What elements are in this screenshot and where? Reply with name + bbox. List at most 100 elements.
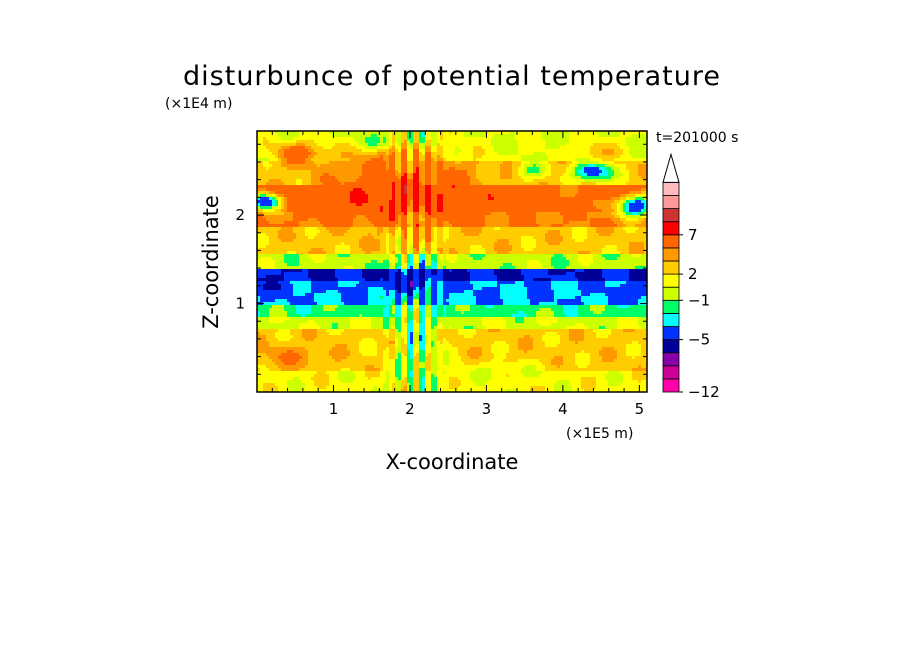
contour-cell — [362, 269, 366, 273]
contour-cell — [284, 143, 288, 147]
contour-cell — [281, 383, 285, 387]
contour-cell — [281, 146, 285, 150]
contour-cell — [365, 269, 369, 273]
contour-cell — [299, 329, 303, 333]
contour-cell — [413, 365, 417, 369]
contour-cell — [296, 269, 300, 273]
contour-cell — [413, 215, 417, 219]
contour-cell — [275, 284, 279, 288]
contour-cell — [392, 164, 396, 168]
contour-cell — [290, 269, 294, 273]
contour-cell — [359, 347, 363, 351]
contour-cell — [311, 197, 315, 201]
contour-cell — [272, 224, 276, 228]
contour-cell — [320, 383, 324, 387]
contour-cell — [425, 188, 429, 192]
contour-cell — [401, 173, 405, 177]
contour-cell — [419, 254, 423, 258]
contour-cell — [407, 203, 411, 207]
contour-cell — [308, 332, 312, 336]
contour-cell — [359, 131, 363, 135]
contour-cell — [281, 347, 285, 351]
contour-cell — [287, 182, 291, 186]
contour-cell — [347, 296, 351, 300]
contour-cell — [323, 380, 327, 384]
contour-cell — [419, 380, 423, 384]
contour-cell — [425, 164, 429, 168]
contour-cell — [281, 197, 285, 201]
contour-cell — [425, 311, 429, 315]
contour-cell — [341, 179, 345, 183]
contour-cell — [350, 332, 354, 336]
contour-cell — [398, 275, 402, 279]
contour-cell — [296, 293, 300, 297]
contour-cell — [326, 212, 330, 216]
contour-cell — [338, 350, 342, 354]
contour-cell — [413, 302, 417, 306]
contour-cell — [260, 365, 264, 369]
contour-cell — [401, 224, 405, 228]
contour-cell — [404, 206, 408, 210]
contour-cell — [266, 305, 270, 309]
contour-cell — [323, 344, 327, 348]
contour-cell — [359, 344, 363, 348]
contour-cell — [410, 179, 414, 183]
contour-cell — [419, 158, 423, 162]
contour-cell — [338, 140, 342, 144]
contour-cell — [356, 353, 360, 357]
contour-cell — [389, 365, 393, 369]
contour-cell — [335, 227, 339, 231]
contour-cell — [359, 179, 363, 183]
contour-cell — [383, 134, 387, 138]
contour-cell — [401, 272, 405, 276]
contour-cell — [293, 230, 297, 234]
contour-cell — [401, 221, 405, 225]
contour-cell — [368, 146, 372, 150]
contour-cell — [401, 176, 405, 180]
contour-cell — [359, 374, 363, 378]
contour-cell — [326, 257, 330, 261]
contour-cell — [398, 332, 402, 336]
contour-cell — [281, 338, 285, 342]
contour-cell — [338, 269, 342, 273]
contour-cell — [287, 311, 291, 315]
contour-cell — [407, 377, 411, 381]
contour-cell — [329, 305, 333, 309]
contour-cell — [422, 179, 426, 183]
contour-cell — [329, 254, 333, 258]
contour-cell — [266, 377, 270, 381]
contour-cell — [329, 218, 333, 222]
contour-cell — [377, 350, 381, 354]
contour-cell — [305, 215, 309, 219]
contour-cell — [299, 305, 303, 309]
contour-cell — [314, 284, 318, 288]
contour-cell — [308, 266, 312, 270]
contour-cell — [317, 194, 321, 198]
contour-cell — [344, 338, 348, 342]
contour-cell — [416, 140, 420, 144]
contour-cell — [422, 209, 426, 213]
contour-cell — [425, 332, 429, 336]
contour-cell — [374, 170, 378, 174]
contour-cell — [323, 245, 327, 249]
contour-cell — [416, 266, 420, 270]
contour-cell — [341, 278, 345, 282]
contour-cell — [257, 242, 261, 246]
contour-cell — [272, 158, 276, 162]
contour-cell — [389, 335, 393, 339]
contour-cell — [416, 296, 420, 300]
contour-cell — [374, 260, 378, 264]
contour-cell — [389, 353, 393, 357]
contour-cell — [356, 347, 360, 351]
contour-cell — [374, 185, 378, 189]
contour-cell — [305, 224, 309, 228]
contour-cell — [353, 173, 357, 177]
contour-cell — [314, 143, 318, 147]
contour-cell — [410, 239, 414, 243]
contour-cell — [335, 137, 339, 141]
contour-cell — [341, 344, 345, 348]
contour-cell — [410, 200, 414, 204]
contour-cell — [284, 200, 288, 204]
contour-cell — [410, 263, 414, 267]
contour-cell — [317, 140, 321, 144]
